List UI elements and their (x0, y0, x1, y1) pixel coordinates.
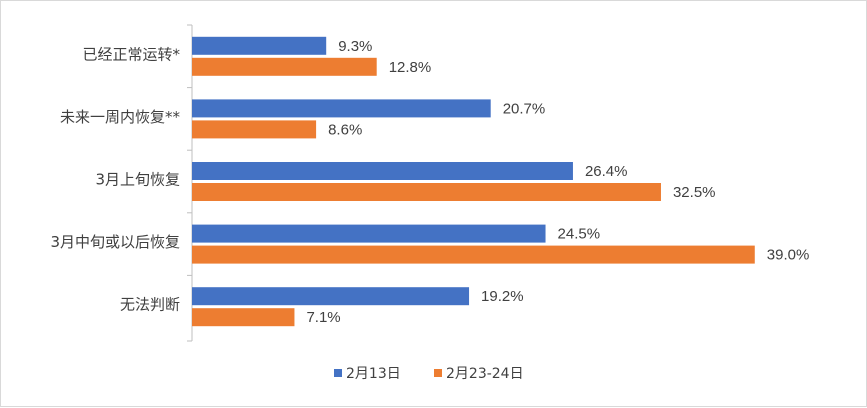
data-label: 8.6% (328, 121, 362, 138)
data-label: 12.8% (389, 59, 432, 76)
category-label: 未来一周内恢复** (60, 108, 181, 126)
bar-series1 (192, 162, 573, 180)
bar-series1 (192, 36, 327, 55)
data-label: 9.3% (338, 38, 372, 55)
category-label: 已经正常运转* (82, 45, 180, 63)
data-label: 32.5% (673, 184, 716, 201)
legend-swatch (434, 369, 442, 377)
data-label: 7.1% (306, 309, 340, 326)
category-label: 无法判断 (120, 296, 180, 314)
legend-label: 2月13日 (346, 366, 401, 382)
legend-label: 2月23-24日 (446, 366, 524, 382)
legend: 2月13日 2月23-24日 (334, 366, 524, 382)
bar-series2 (192, 120, 317, 139)
bar-series2 (192, 308, 295, 327)
bar-series2 (192, 245, 755, 264)
data-label: 26.4% (585, 163, 628, 180)
bar-series1 (192, 224, 546, 243)
plot-area: 已经正常运转* 9.3% 12.8% 未来一周内恢复** 20.7% 8.6% 3月上旬恢复… (50, 24, 810, 342)
category-label: 3月上旬恢复 (95, 171, 180, 189)
category-label: 3月中旬或以后恢复 (50, 233, 180, 251)
data-label: 20.7% (503, 100, 546, 117)
bar-series2 (192, 183, 661, 201)
legend-swatch (334, 369, 342, 377)
data-label: 39.0% (767, 247, 810, 264)
bar-series1 (192, 287, 470, 306)
bar-series1 (192, 99, 491, 118)
data-label: 19.2% (481, 288, 524, 305)
bar-series2 (192, 57, 377, 76)
data-label: 24.5% (558, 226, 601, 243)
